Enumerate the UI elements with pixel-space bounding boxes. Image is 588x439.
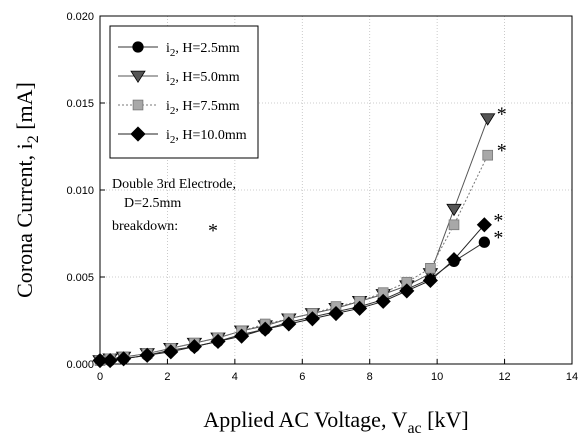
data-point (448, 219, 460, 231)
x-tick-label: 4 (232, 371, 238, 383)
series-1 (94, 236, 490, 367)
x-tick-label: 6 (299, 371, 305, 383)
legend-entry: i2, H=10.0mm (118, 126, 247, 146)
data-point (304, 311, 320, 327)
data-point (478, 236, 490, 248)
legend-entry: i2, H=7.5mm (118, 99, 240, 117)
y-axis-title: Corona Current, i2 [mA] (12, 82, 42, 298)
x-tick-label: 10 (431, 371, 443, 383)
data-point (163, 344, 179, 360)
series-4 (92, 217, 492, 369)
data-point (425, 262, 436, 274)
y-tick-label: 0.005 (66, 272, 94, 284)
data-point (328, 305, 344, 322)
annotation-star: * (208, 220, 218, 242)
data-point (234, 328, 250, 344)
data-point (482, 149, 494, 161)
legend-marker (132, 41, 144, 53)
legend-entry: i2, H=5.0mm (118, 70, 240, 88)
data-point (257, 321, 273, 337)
data-point (281, 316, 297, 332)
series-layer (92, 113, 496, 369)
x-tick-label: 8 (367, 371, 373, 383)
data-point (375, 293, 391, 309)
series-line (100, 241, 485, 362)
data-point (139, 347, 155, 363)
data-point (446, 252, 462, 268)
x-tick-label: 12 (498, 371, 510, 383)
legend-marker (130, 126, 146, 142)
x-tick-label: 0 (97, 371, 103, 383)
x-axis: 0 2 4 6 8 10 12 14 (97, 359, 578, 383)
legend-label: i2, H=10.0mm (166, 128, 247, 146)
breakdown-star: * (497, 104, 507, 126)
legend-marker (130, 70, 146, 84)
y-tick-label: 0.000 (66, 359, 94, 371)
data-point (399, 283, 415, 299)
data-point (102, 352, 118, 369)
y-tick-label: 0.020 (66, 11, 94, 23)
breakdown-star: * (493, 210, 503, 232)
y-tick-label: 0.015 (66, 98, 94, 110)
data-point (116, 351, 132, 367)
data-point (352, 300, 368, 316)
x-axis-title: Applied AC Voltage, Vac [kV] (203, 407, 468, 437)
annotation-line-3: breakdown: (112, 219, 178, 234)
data-point (422, 272, 438, 289)
breakdown-marks: **** (493, 104, 506, 250)
breakdown-star: * (493, 227, 503, 249)
x-tick-label: 2 (164, 371, 170, 383)
data-point (446, 203, 462, 217)
series-line (99, 154, 489, 362)
legend-marker (132, 99, 144, 111)
annotation: Double 3rd Electrode, D=2.5mm breakdown:… (112, 177, 236, 242)
annotation-line-2: D=2.5mm (124, 196, 181, 211)
x-tick-label: 14 (566, 371, 578, 383)
legend-label: i2, H=2.5mm (166, 41, 240, 59)
legend-entry: i2, H=2.5mm (118, 41, 240, 59)
data-point (476, 217, 492, 233)
legend: i2, H=2.5mm i2, H=5.0mm i2, H=7.5mm i2, H=1… (109, 25, 259, 159)
legend-label: i2, H=5.0mm (166, 70, 240, 88)
data-point (479, 113, 496, 126)
y-axis: 0.000 0.005 0.010 0.015 0.020 (66, 11, 105, 371)
data-point (210, 333, 226, 349)
y-tick-label: 0.010 (66, 185, 94, 197)
data-point (186, 339, 202, 355)
breakdown-star: * (497, 140, 507, 162)
series-line (100, 224, 485, 362)
annotation-line-1: Double 3rd Electrode, (112, 177, 236, 192)
legend-label: i2, H=7.5mm (166, 99, 240, 117)
data-point (92, 352, 108, 369)
